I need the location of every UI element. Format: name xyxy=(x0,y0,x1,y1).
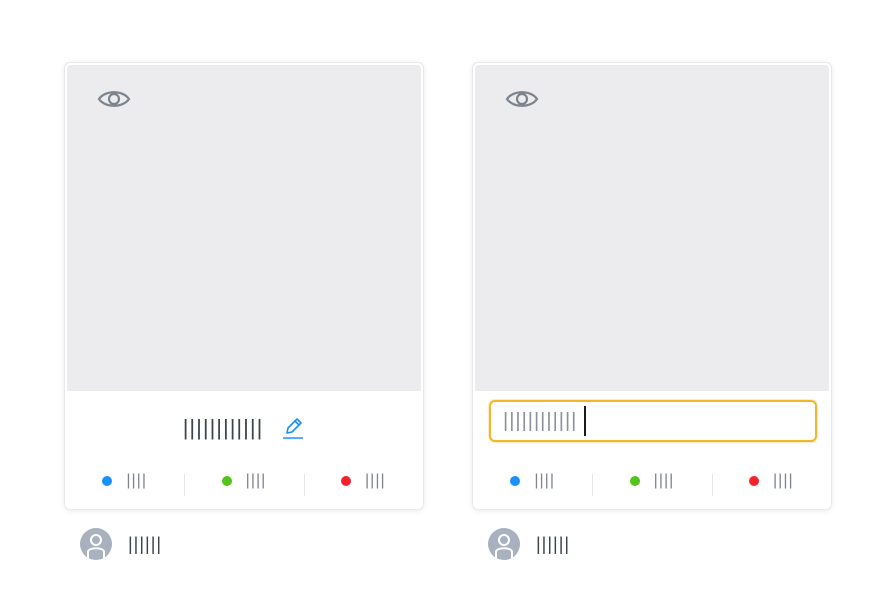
stat-item[interactable]: |||| xyxy=(592,472,711,496)
card-preview[interactable] xyxy=(475,65,829,391)
stat-label: |||| xyxy=(773,472,794,489)
card-title: |||||||||||| xyxy=(182,415,264,440)
owner-row: |||||| xyxy=(488,526,570,562)
status-dot xyxy=(510,476,521,486)
user-icon[interactable] xyxy=(80,528,112,560)
owner-name: |||||| xyxy=(128,533,163,554)
user-icon[interactable] xyxy=(488,528,520,560)
pencil-icon[interactable] xyxy=(281,415,305,441)
status-dot xyxy=(221,476,232,486)
stat-item[interactable]: |||| xyxy=(303,472,423,496)
title-input[interactable]: |||||||||||| xyxy=(489,400,817,442)
stat-item[interactable]: |||| xyxy=(711,472,831,496)
stat-item[interactable]: |||| xyxy=(184,472,303,496)
status-dot xyxy=(629,476,640,486)
text-caret xyxy=(584,406,587,436)
stat-label: |||| xyxy=(653,472,675,489)
stat-label: |||| xyxy=(245,472,267,489)
stats-bar: |||| |||| |||| xyxy=(473,467,831,496)
card-right: |||||||||||| |||| |||| |||| xyxy=(472,62,832,510)
stat-item[interactable]: |||| xyxy=(473,472,592,490)
card-preview[interactable] xyxy=(67,65,421,391)
stat-label: |||| xyxy=(126,472,147,489)
stat-label: |||| xyxy=(534,472,555,489)
stat-item[interactable]: |||| xyxy=(65,472,184,490)
status-dot xyxy=(341,476,351,486)
title-row: |||||||||||| xyxy=(65,410,423,446)
stat-label: |||| xyxy=(365,472,386,489)
title-input-value: |||||||||||| xyxy=(503,409,578,432)
eye-icon[interactable] xyxy=(505,85,539,113)
status-dot xyxy=(749,476,759,486)
stats-bar: |||| |||| |||| xyxy=(65,467,423,496)
status-dot xyxy=(102,476,113,486)
eye-icon[interactable] xyxy=(97,85,131,113)
owner-name: |||||| xyxy=(536,533,571,554)
owner-row: |||||| xyxy=(80,526,162,562)
card-left: |||||||||||| |||| |||| |||| xyxy=(64,62,424,510)
